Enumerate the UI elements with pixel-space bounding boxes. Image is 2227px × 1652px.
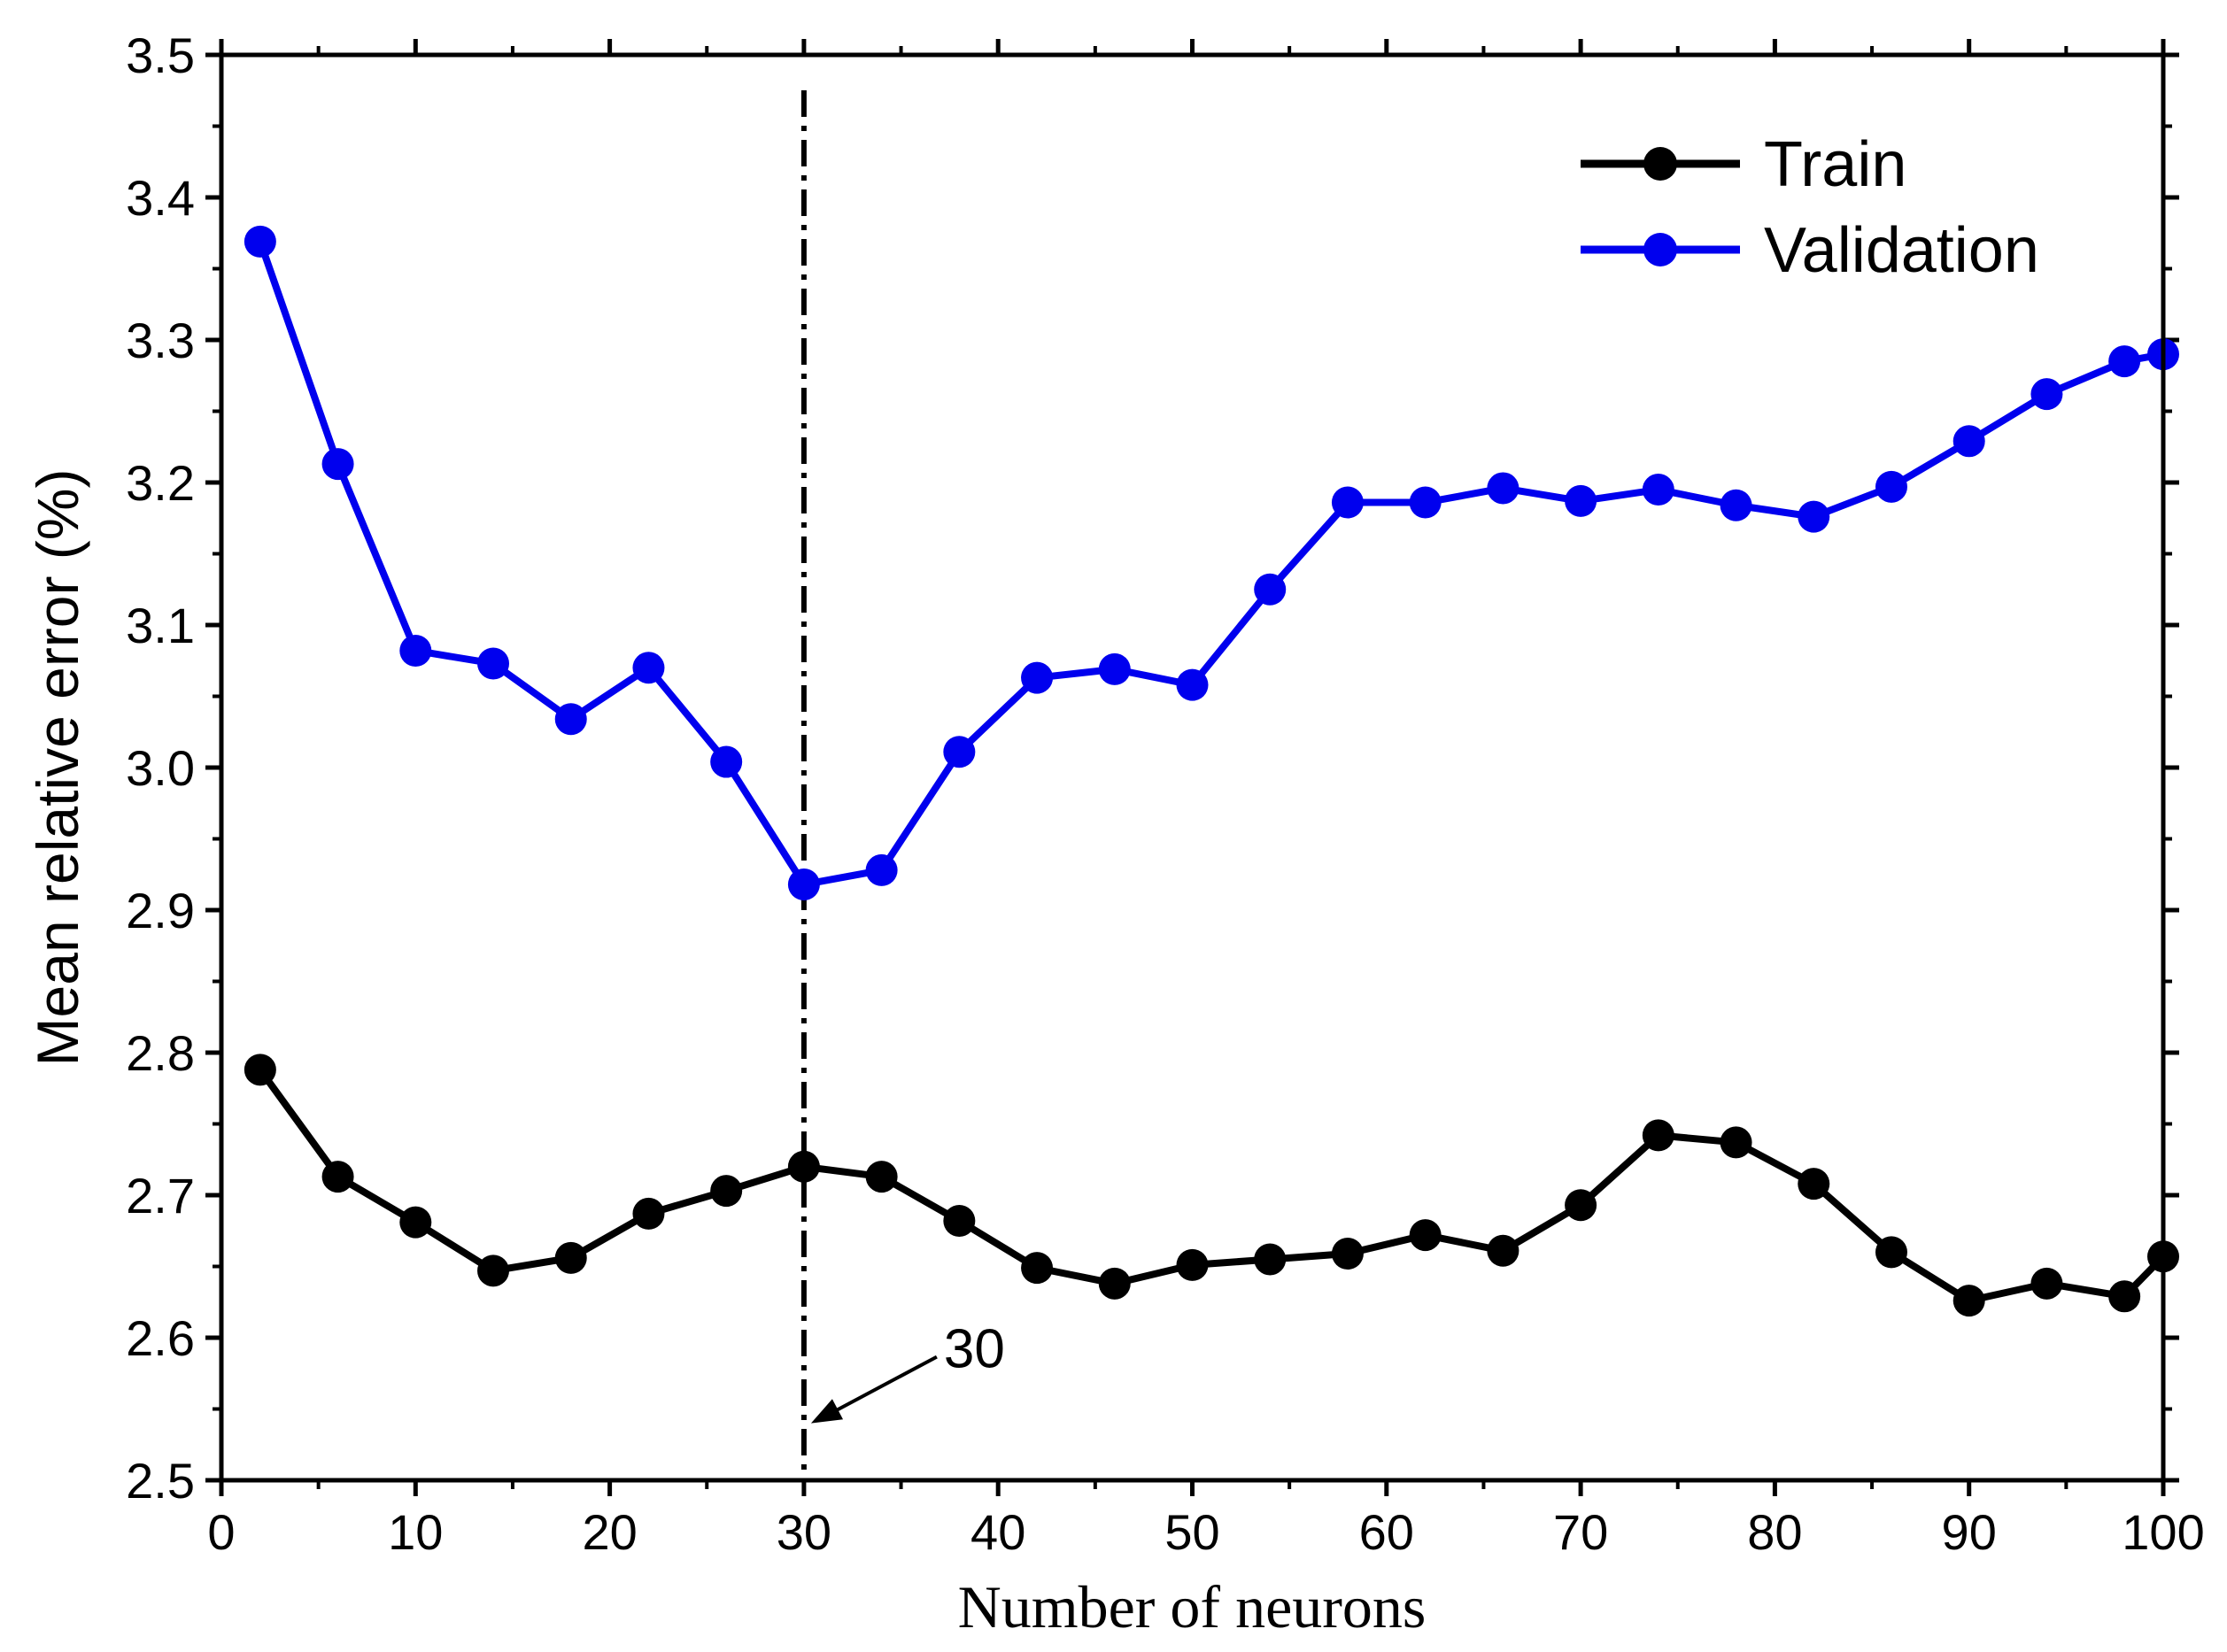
y-tick-label: 2.7 <box>126 1168 195 1224</box>
annotation-arrow-head <box>810 1399 844 1424</box>
x-tick-label: 40 <box>970 1504 1025 1560</box>
x-tick-labels: 0 10 20 30 40 50 60 70 80 90 100 <box>207 1504 2204 1560</box>
y-tick-label: 3.5 <box>126 27 195 83</box>
data-point-validation <box>787 868 820 901</box>
data-point-train <box>1254 1243 1287 1276</box>
legend-marker-validation <box>1643 233 1677 266</box>
data-point-train <box>1952 1285 1985 1317</box>
data-point-validation <box>1098 652 1131 685</box>
x-tick-label: 10 <box>388 1504 443 1560</box>
data-point-validation <box>1875 470 1907 503</box>
data-point-train <box>1487 1234 1519 1267</box>
data-point-validation <box>477 647 510 680</box>
x-tick-label: 70 <box>1553 1504 1608 1560</box>
data-point-validation <box>710 745 743 778</box>
data-point-validation <box>632 652 665 684</box>
data-point-train <box>321 1161 354 1193</box>
data-point-validation <box>1642 474 1674 506</box>
x-tick-label: 80 <box>1747 1504 1802 1560</box>
data-point-train <box>554 1241 587 1274</box>
legend-marker-train <box>1643 147 1677 181</box>
y-tick-label: 3.4 <box>126 170 195 226</box>
data-point-validation <box>1952 425 1985 458</box>
data-point-validation <box>1331 486 1364 519</box>
y-tick-label: 3.2 <box>126 455 195 511</box>
data-point-validation <box>2030 378 2063 411</box>
data-point-train <box>1642 1119 1674 1152</box>
data-point-train <box>632 1197 665 1230</box>
x-tick-label: 20 <box>582 1504 637 1560</box>
legend: Train Validation <box>1581 129 2039 286</box>
data-point-validation <box>1565 484 1597 517</box>
plot-frame <box>219 52 2166 1483</box>
y-tick-label: 2.9 <box>126 883 195 938</box>
data-point-validation <box>554 703 587 736</box>
data-point-train <box>865 1161 898 1193</box>
data-point-train <box>1875 1236 1907 1269</box>
annotation-label: 30 <box>944 1319 1005 1380</box>
x-tick-label: 50 <box>1164 1504 1219 1560</box>
data-point-train <box>710 1175 743 1208</box>
y-tick-labels: 2.5 2.6 2.7 2.8 2.9 3.0 3.1 3.2 3.3 3.4 3.5 <box>126 27 195 1509</box>
data-point-validation <box>2108 345 2141 378</box>
x-tick-label: 90 <box>1942 1504 1997 1560</box>
data-point-validation <box>943 736 976 768</box>
data-point-validation <box>1021 661 1054 694</box>
legend-label-validation: Validation <box>1764 215 2039 286</box>
y-tick-label: 3.1 <box>126 598 195 653</box>
data-point-validation <box>244 225 276 258</box>
y-tick-label: 2.5 <box>126 1453 195 1509</box>
x-tick-label: 30 <box>777 1504 831 1560</box>
x-tick-label: 0 <box>207 1504 235 1560</box>
data-point-train <box>943 1204 976 1237</box>
data-point-train <box>1176 1248 1209 1281</box>
data-point-train <box>2108 1280 2141 1313</box>
y-tick-label: 3.3 <box>126 313 195 368</box>
y-tick-label: 2.8 <box>126 1025 195 1081</box>
data-point-train <box>244 1054 276 1086</box>
data-point-validation <box>1409 486 1442 519</box>
data-point-train <box>399 1206 432 1239</box>
x-axis-label: Number of neurons <box>958 1573 1427 1640</box>
y-tick-label: 3.0 <box>126 740 195 796</box>
data-point-validation <box>865 853 898 886</box>
data-point-validation <box>1254 573 1287 606</box>
y-tick-label: 2.6 <box>126 1310 195 1366</box>
data-point-train <box>1331 1238 1364 1270</box>
annotation: 30 <box>810 1319 1005 1424</box>
annotation-arrow-line <box>827 1355 938 1417</box>
x-tick-label: 60 <box>1359 1504 1414 1560</box>
data-point-train <box>1798 1168 1830 1200</box>
x-tick-label: 100 <box>2122 1504 2204 1560</box>
data-point-train <box>1021 1252 1054 1285</box>
plot-content <box>244 90 2179 1480</box>
data-point-validation <box>321 448 354 481</box>
data-point-validation <box>399 634 432 667</box>
y-axis-label: Mean relative error (%) <box>25 469 90 1067</box>
data-point-validation <box>1487 472 1519 505</box>
data-point-train <box>1098 1267 1131 1300</box>
legend-label-train: Train <box>1764 129 1906 200</box>
data-point-validation <box>1176 668 1209 701</box>
data-point-validation <box>1798 500 1830 533</box>
data-point-train <box>1565 1189 1597 1222</box>
data-point-train <box>1409 1219 1442 1252</box>
data-point-train <box>1720 1126 1752 1159</box>
data-point-train <box>2030 1267 2063 1300</box>
data-point-validation <box>1720 489 1752 521</box>
data-point-train <box>787 1150 820 1183</box>
data-point-train <box>477 1254 510 1287</box>
